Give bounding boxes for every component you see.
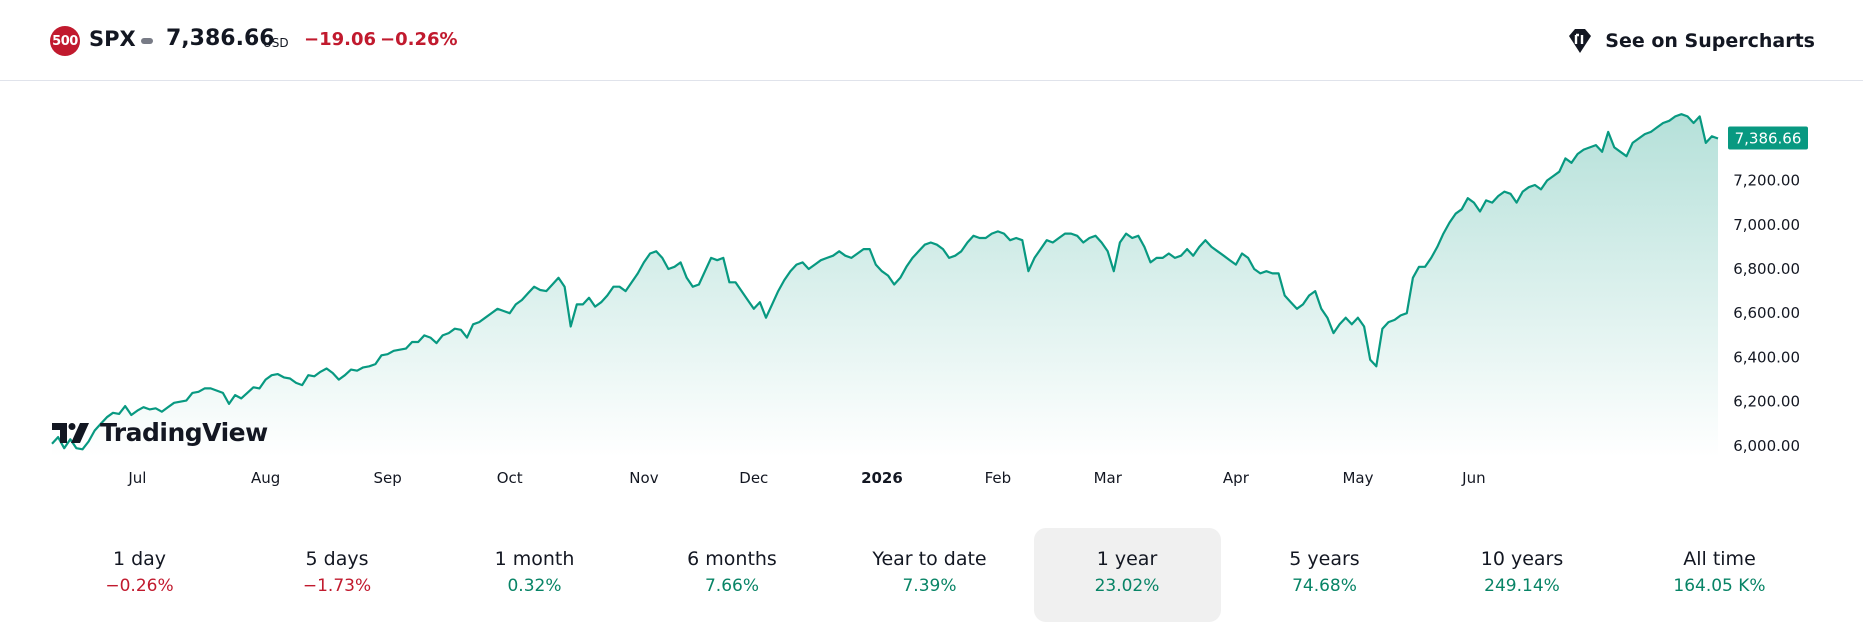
period-selector: 1 day −0.26% 5 days −1.73% 1 month 0.32% 6 mon… xyxy=(46,528,1817,622)
price-line xyxy=(51,113,1719,451)
period-change-value: 164.05 K% xyxy=(1673,576,1766,596)
period-button-10-years[interactable]: 10 years 249.14% xyxy=(1429,528,1616,622)
period-change-value: 0.32% xyxy=(507,576,562,596)
x-axis-tick-label: Apr xyxy=(1223,469,1250,487)
period-change-value: 23.02% xyxy=(1094,576,1160,596)
period-change-value: 74.68% xyxy=(1292,576,1357,596)
x-axis-tick-label: Aug xyxy=(251,469,280,487)
period-label: 10 years xyxy=(1480,548,1564,570)
period-change-value: −0.26% xyxy=(105,576,174,596)
x-axis-tick-label: May xyxy=(1342,469,1373,487)
x-axis-tick-label: Sep xyxy=(374,469,402,487)
period-button-5-years[interactable]: 5 years 74.68% xyxy=(1231,528,1418,622)
y-axis-tick-label: 6,200.00 xyxy=(1733,393,1800,411)
y-axis-tick-label: 6,600.00 xyxy=(1733,304,1800,322)
period-label: All time xyxy=(1683,548,1756,570)
period-button-1-day[interactable]: 1 day −0.26% xyxy=(46,528,233,622)
index-badge: 500 xyxy=(50,26,80,56)
period-button-all-time[interactable]: All time 164.05 K% xyxy=(1626,528,1813,622)
price-chart-svg[interactable]: 6,000.00 6,200.00 6,400.00 6,600.00 6,800.00… xyxy=(0,81,1863,501)
x-axis-tick-label: Nov xyxy=(629,469,658,487)
period-button-1-year[interactable]: 1 year 23.02% xyxy=(1033,528,1221,622)
price-chart[interactable]: 6,000.00 6,200.00 6,400.00 6,600.00 6,800.00… xyxy=(0,81,1863,501)
see-on-supercharts-button[interactable]: See on Supercharts xyxy=(1565,24,1815,58)
tradingview-logo-icon xyxy=(52,422,89,443)
tradingview-logo[interactable]: TradingView xyxy=(52,418,268,447)
x-axis-tick-label: 2026 xyxy=(861,469,903,487)
market-status-icon xyxy=(141,38,153,44)
period-change-value: −1.73% xyxy=(302,576,372,596)
x-axis-tick-label: Dec xyxy=(739,469,768,487)
tradingview-wordmark: TradingView xyxy=(100,418,268,447)
x-axis-tick-label: Jun xyxy=(1461,469,1485,487)
supercharts-icon xyxy=(1569,29,1592,53)
period-change-value: 249.14% xyxy=(1484,576,1560,596)
period-label: 5 days xyxy=(305,548,369,570)
x-axis-tick-label: Feb xyxy=(985,469,1012,487)
period-change-value: 7.66% xyxy=(704,576,759,596)
period-button-5-days[interactable]: 5 days −1.73% xyxy=(244,528,431,622)
symbol-header: 500 SPX 7,386.66 USD −19.06 −0.26% See o… xyxy=(0,0,1863,81)
period-label: 6 months xyxy=(687,548,777,570)
y-axis-tick-label: 6,800.00 xyxy=(1733,260,1800,278)
period-label: 1 month xyxy=(494,548,575,570)
period-button-1-month[interactable]: 1 month 0.32% xyxy=(441,528,628,622)
period-label: Year to date xyxy=(872,548,987,570)
supercharts-label: See on Supercharts xyxy=(1605,30,1815,52)
x-axis-tick-label: Mar xyxy=(1094,469,1123,487)
currency-label: USD xyxy=(263,36,289,50)
y-axis-tick-label: 7,200.00 xyxy=(1733,172,1800,190)
y-axis-tick-label: 7,000.00 xyxy=(1733,216,1800,234)
last-price-tag xyxy=(1728,126,1808,150)
period-button-6-months[interactable]: 6 months 7.66% xyxy=(639,528,826,622)
period-label: 1 day xyxy=(112,548,167,570)
ticker-symbol[interactable]: SPX xyxy=(89,27,136,51)
price-change-percent: −0.26% xyxy=(380,29,458,50)
last-price-tag-label: 7,386.66 xyxy=(1735,130,1802,148)
period-label: 1 year xyxy=(1096,548,1158,570)
price-change: −19.06 xyxy=(304,29,377,50)
x-axis-tick-label: Oct xyxy=(497,469,523,487)
last-price: 7,386.66 xyxy=(166,26,275,51)
period-button-year-to-date[interactable]: Year to date 7.39% xyxy=(836,528,1023,622)
y-axis-tick-label: 6,400.00 xyxy=(1733,348,1800,366)
period-label: 5 years xyxy=(1289,548,1360,570)
period-change-value: 7.39% xyxy=(902,576,957,596)
y-axis-tick-label: 6,000.00 xyxy=(1733,437,1800,455)
price-area-fill xyxy=(52,114,1718,457)
x-axis-tick-label: Jul xyxy=(127,469,146,487)
